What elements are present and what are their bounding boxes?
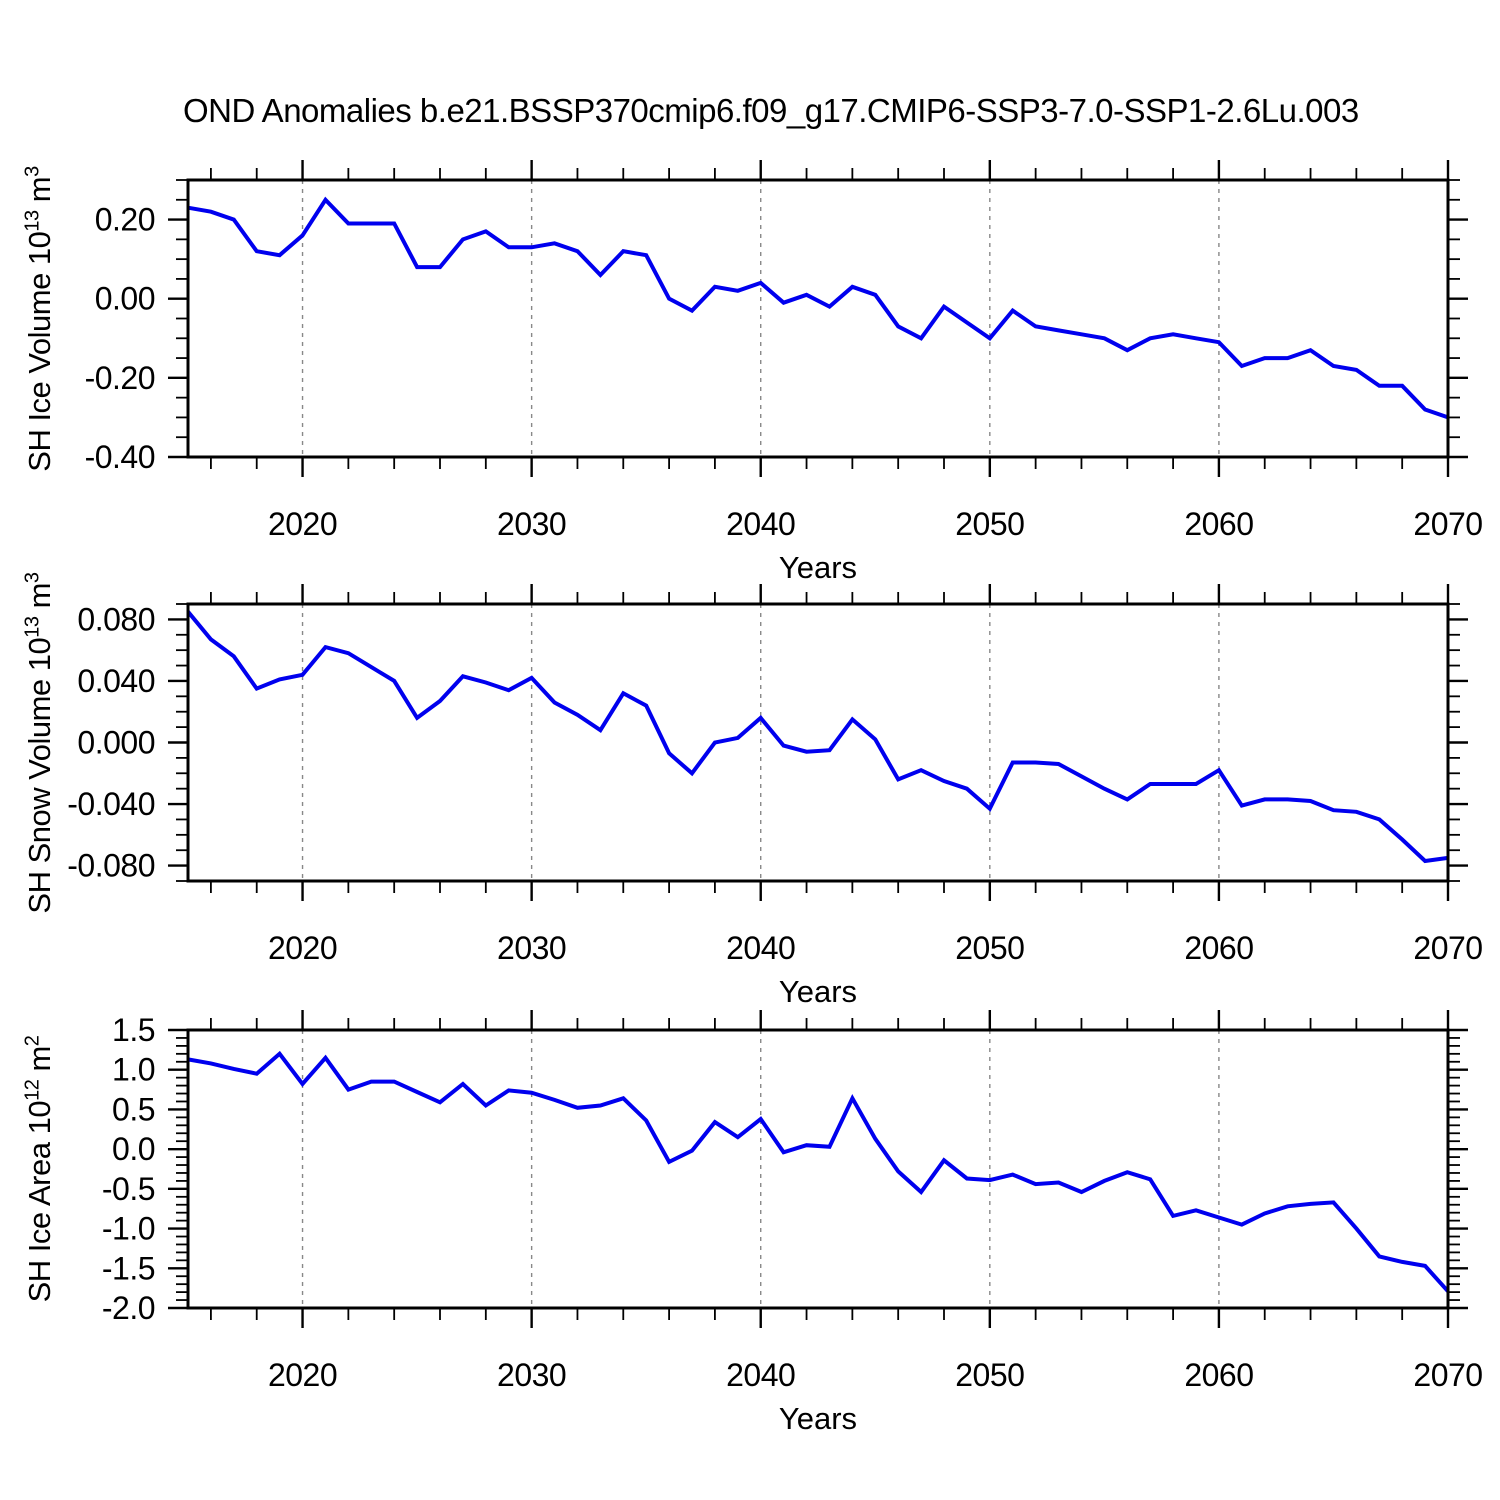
svg-text:0.0: 0.0 (112, 1131, 155, 1167)
svg-text:0.20: 0.20 (95, 202, 155, 238)
y-tick-labels: 0.20 0.00 -0.20 -0.40 (85, 202, 156, 475)
svg-text:-1.0: -1.0 (102, 1211, 155, 1247)
gridlines (301, 1030, 1220, 1308)
unit-exponent: 3 (21, 571, 44, 583)
svg-text:2020: 2020 (268, 506, 337, 542)
x-axis-title-panel-2: Years (778, 974, 858, 1009)
unit-exponent: 2 (21, 1035, 44, 1047)
svg-text:1.0: 1.0 (112, 1052, 155, 1088)
x-tick-labels: 2020 2030 2040 2050 2060 2070 (268, 930, 1483, 966)
plot-frame (186, 602, 1450, 883)
svg-text:2070: 2070 (1413, 930, 1482, 966)
y-tick-labels: 1.5 1.00.5 0.0 -0.5 -1.0-1.5 -2.0 (102, 1012, 156, 1326)
svg-text:-2.0: -2.0 (102, 1290, 155, 1326)
sh-snow-volume-series-line (186, 610, 1449, 864)
gridlines (301, 180, 1220, 457)
y-axis-title-text: SH Ice Area 10 (22, 1100, 57, 1303)
y-axis-ticks (168, 179, 1468, 459)
svg-text:2060: 2060 (1184, 1357, 1253, 1393)
svg-text:2070: 2070 (1413, 1357, 1482, 1393)
svg-text:2040: 2040 (726, 930, 795, 966)
sh-ice-area-series-line (187, 1050, 1450, 1293)
svg-text:-0.080: -0.080 (67, 848, 155, 884)
unit: m (22, 1046, 57, 1080)
y-axis-title-text: SH Ice Volume 10 (22, 231, 57, 472)
sh-snow-volume-panel: 2020 2030 2040 2050 2060 2070 0.080 0.040 0.000 -… (67, 584, 1483, 966)
svg-text:2030: 2030 (497, 930, 566, 966)
exponent: 13 (21, 209, 44, 232)
svg-text:0.5: 0.5 (112, 1091, 155, 1127)
svg-text:0.00: 0.00 (95, 281, 155, 317)
svg-text:2050: 2050 (955, 506, 1024, 542)
y-axis-ticks (168, 603, 1468, 882)
svg-text:2050: 2050 (955, 930, 1024, 966)
svg-text:-0.20: -0.20 (85, 360, 155, 396)
svg-text:2040: 2040 (726, 506, 795, 542)
svg-text:0.000: 0.000 (77, 725, 155, 761)
svg-text:0.080: 0.080 (77, 601, 155, 637)
svg-text:2030: 2030 (497, 1357, 566, 1393)
svg-text:-0.040: -0.040 (67, 786, 155, 822)
svg-text:2030: 2030 (497, 506, 566, 542)
y-axis-title-snow-volume: SH Snow Volume 1013 m3 (20, 493, 60, 993)
svg-text:2060: 2060 (1184, 930, 1253, 966)
plot-frame (186, 1028, 1450, 1310)
svg-text:2050: 2050 (955, 1357, 1024, 1393)
x-tick-labels: 2020 2030 2040 2050 2060 2070 (268, 1357, 1483, 1393)
unit: m (22, 176, 57, 210)
x-axis-title-panel-1: Years (778, 550, 858, 585)
y-axis-title-text: SH Snow Volume 10 (22, 637, 57, 914)
page-title: OND Anomalies b.e21.BSSP370cmip6.f09_g17… (183, 92, 1359, 129)
y-axis-title-ice-area: SH Ice Area 1012 m2 (20, 919, 60, 1419)
svg-text:2040: 2040 (726, 1357, 795, 1393)
unit: m (22, 582, 57, 616)
gridlines (301, 604, 1220, 881)
svg-text:2020: 2020 (268, 1357, 337, 1393)
svg-text:2020: 2020 (268, 930, 337, 966)
svg-text:2070: 2070 (1413, 506, 1482, 542)
x-axis-ticks (210, 584, 1450, 901)
svg-text:-1.5: -1.5 (102, 1250, 155, 1286)
x-axis-ticks (210, 160, 1450, 477)
svg-text:0.040: 0.040 (77, 663, 155, 699)
sh-ice-area-panel: 2020 2030 2040 2050 2060 2070 1.5 1.00.5 0.0 -0.5… (102, 1010, 1483, 1393)
svg-text:2060: 2060 (1184, 506, 1253, 542)
y-axis-ticks (168, 1028, 1468, 1310)
x-axis-title-panel-3: Years (778, 1401, 858, 1436)
exponent: 12 (21, 1079, 44, 1101)
svg-text:1.5: 1.5 (112, 1012, 155, 1048)
sh-ice-volume-series-line (187, 196, 1449, 420)
sh-ice-volume-panel: 2020 2030 2040 2050 2060 2070 0.20 0.00 -0.20 -0.… (85, 160, 1483, 542)
exponent: 13 (21, 616, 44, 638)
svg-text:-0.40: -0.40 (85, 439, 155, 475)
svg-text:-0.5: -0.5 (102, 1171, 155, 1207)
x-axis-ticks (210, 1010, 1450, 1328)
unit-exponent: 3 (21, 165, 44, 177)
y-tick-labels: 0.080 0.040 0.000 -0.040 -0.080 (67, 601, 155, 883)
x-tick-labels: 2020 2030 2040 2050 2060 2070 (268, 506, 1483, 542)
